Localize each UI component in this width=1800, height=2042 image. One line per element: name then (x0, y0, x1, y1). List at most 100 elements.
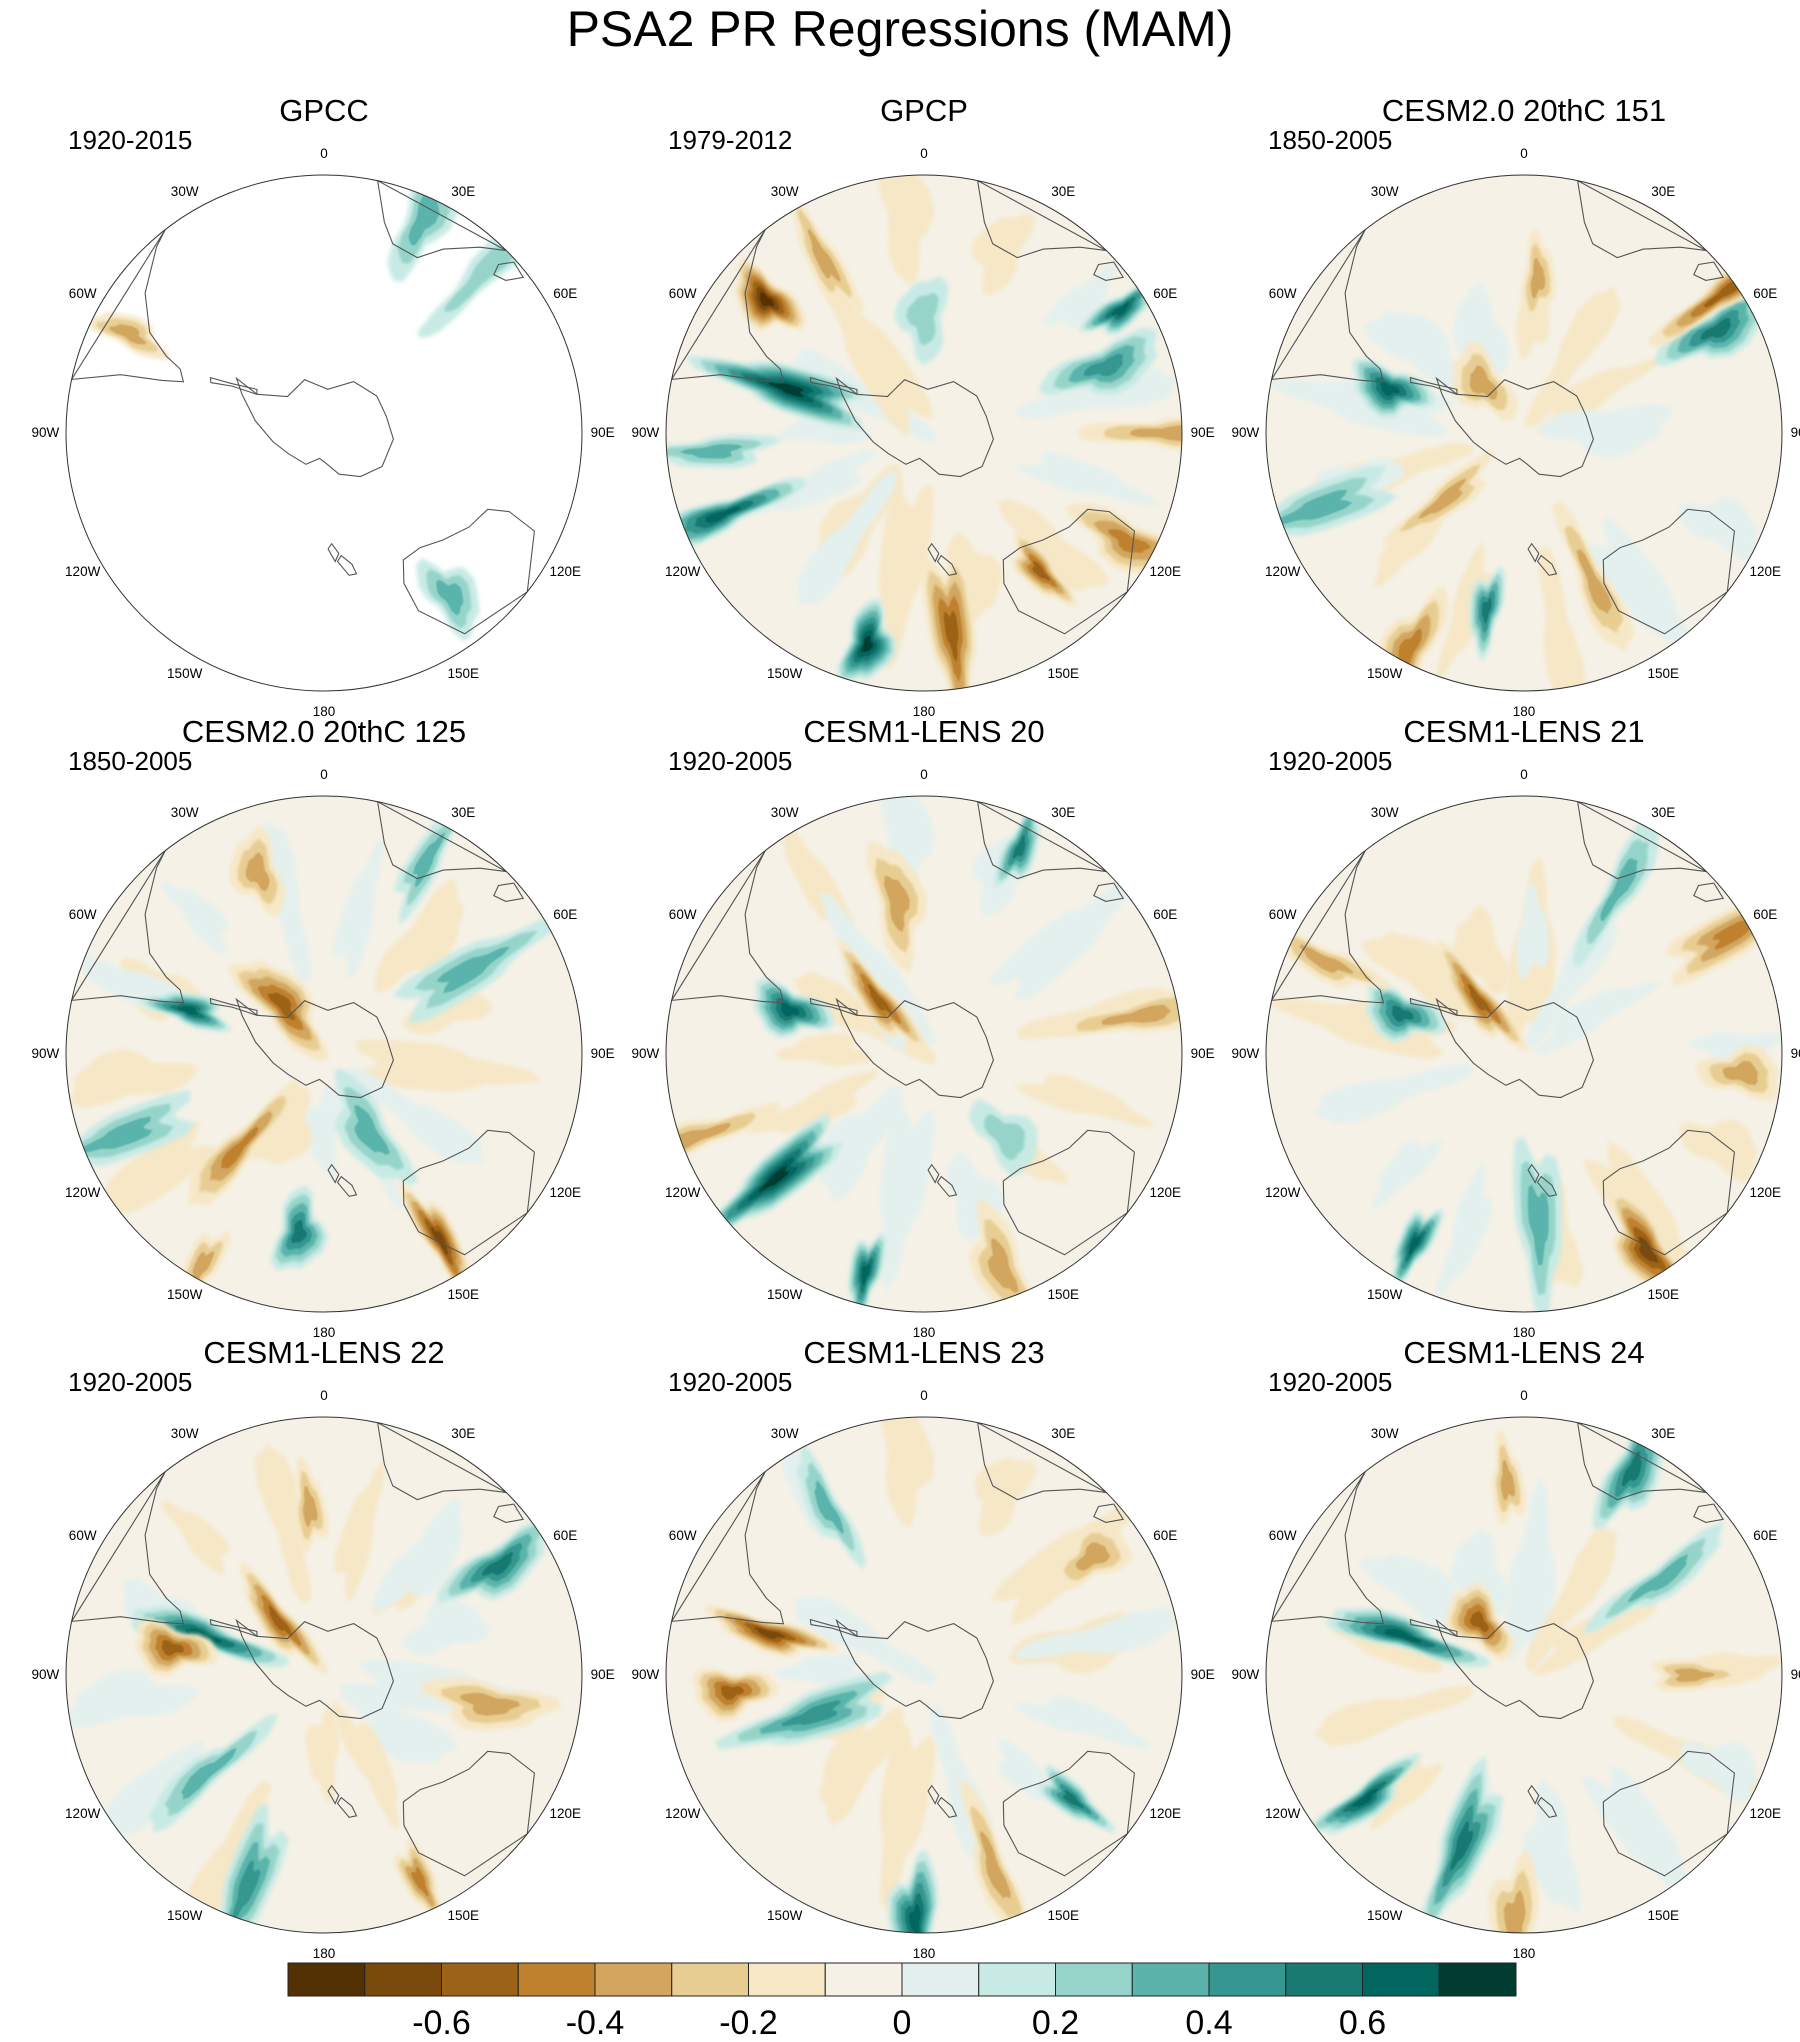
anomaly-patch (305, 1084, 340, 1182)
colorbar-tick-label: 0.6 (1338, 2004, 1387, 2042)
coastline (976, 800, 1107, 880)
coastline (835, 997, 994, 1099)
longitude-label: 90E (590, 425, 615, 440)
anomaly-contour (1576, 549, 1612, 614)
anomaly-contour (1627, 1554, 1689, 1603)
colorbar-swatch (364, 1962, 442, 1997)
coastline (670, 229, 785, 383)
panel-period: 1850-2005 (1268, 125, 1393, 155)
panel-title: CESM1-LENS 20 (803, 714, 1045, 749)
panel-period: 1920-2005 (668, 1367, 793, 1397)
anomaly-patch (1016, 451, 1157, 507)
anomaly-contour (436, 579, 464, 616)
anomaly-contour (1469, 365, 1498, 400)
coastline (1527, 542, 1540, 563)
map-boundary (1265, 795, 1783, 1313)
anomaly-contour (909, 1903, 921, 1933)
anomaly-patch (792, 1595, 937, 1685)
anomaly-contour (987, 1238, 1019, 1293)
longitude-label: 60E (1153, 285, 1178, 301)
longitude-label: 180 (1512, 1945, 1536, 1961)
colorbar-tick-label: 0.2 (1031, 2004, 1080, 2042)
longitude-label: 30W (1370, 183, 1399, 199)
panel-title: CESM1-LENS 24 (1403, 1335, 1645, 1370)
anomaly-contour (1075, 1542, 1110, 1571)
polar-map (65, 174, 583, 692)
anomaly-contour (1101, 1004, 1172, 1025)
anomaly-patch (747, 1069, 879, 1134)
anomaly-contour (1063, 1789, 1084, 1809)
anomaly-contour (410, 1866, 429, 1897)
anomaly-contour (302, 1485, 318, 1528)
anomaly-contour (1273, 489, 1353, 525)
longitude-label: 180 (312, 1945, 336, 1961)
longitude-label: 150E (1047, 1287, 1080, 1303)
longitude-label: 90E (1190, 1046, 1215, 1061)
longitude-label: 120E (549, 1806, 582, 1822)
anomaly-contour (221, 1126, 259, 1169)
anomaly-contour (1130, 424, 1182, 442)
anomaly-patch (773, 1654, 871, 1688)
anomaly-contour (1032, 560, 1051, 582)
anomaly-patch (1373, 517, 1444, 587)
panel-period: 1920-2005 (68, 1367, 193, 1397)
longitude-label: 120W (65, 564, 101, 580)
longitude-label: 60W (668, 906, 697, 922)
coastline (1409, 1618, 1458, 1638)
longitude-label: 150W (767, 1908, 803, 1924)
anomaly-contour (759, 291, 774, 307)
anomaly-patch (879, 1103, 935, 1294)
longitude-label: 30W (170, 1425, 199, 1441)
panel-period: 1920-2005 (1268, 746, 1393, 776)
longitude-label: 30E (1051, 183, 1076, 199)
coastline (402, 1750, 535, 1877)
coastline (670, 850, 785, 1004)
longitude-label: 120W (65, 1806, 101, 1822)
anomaly-contour (430, 1226, 449, 1256)
coastline (1602, 1750, 1735, 1877)
anomaly-patch (372, 1497, 464, 1614)
longitude-label: 150E (447, 1908, 480, 1924)
anomaly-contour (807, 228, 841, 283)
coastline (809, 1618, 858, 1638)
anomaly-contour (1417, 478, 1467, 519)
coastline (493, 1503, 525, 1523)
anomaly-contour (482, 1551, 514, 1576)
longitude-label: 120E (549, 564, 582, 580)
anomaly-contour (1700, 318, 1732, 340)
anomaly-patch (819, 1705, 904, 1827)
longitude-label: 90E (1790, 1046, 1800, 1061)
colorbar-swatch (1438, 1962, 1517, 1997)
coastline (927, 1163, 940, 1184)
longitude-label: 120E (1749, 564, 1782, 580)
anomaly-contour (1408, 1235, 1422, 1256)
anomaly-patch (68, 1048, 199, 1109)
longitude-label: 150W (167, 666, 203, 682)
polar-map (65, 1416, 583, 1934)
longitude-label: 30E (1051, 1425, 1076, 1441)
coastline (1409, 997, 1458, 1017)
anomaly-patch (249, 1087, 312, 1165)
map-panel: GPCP 1979-2012 0 30E 60E 90E 120E 150E 180 150W 12… (632, 93, 1215, 719)
anomaly-patch (1688, 1032, 1782, 1066)
anomaly-patch (878, 484, 934, 670)
polar-map (1265, 174, 1783, 692)
anomaly-patch (879, 1721, 936, 1913)
anomaly-contour (180, 1748, 237, 1800)
colorbar-swatch (978, 1962, 1056, 1997)
coastline (809, 997, 858, 1017)
panel-period: 1920-2015 (68, 125, 193, 155)
coastline (1602, 1129, 1735, 1256)
coastline (1602, 508, 1735, 635)
coastline (1693, 882, 1725, 902)
polar-map (1265, 795, 1783, 1313)
coastline (1536, 1175, 1558, 1197)
coastline (936, 1796, 958, 1818)
anomaly-contour (1470, 1610, 1489, 1633)
coastline (336, 1175, 358, 1197)
longitude-label: 30E (1051, 804, 1076, 820)
anomaly-contour (1398, 628, 1422, 672)
map-panel: CESM2.0 20thC 125 1850-2005 0 30E 60E 90E 120E… (32, 714, 615, 1340)
anomaly-contour (906, 292, 939, 346)
